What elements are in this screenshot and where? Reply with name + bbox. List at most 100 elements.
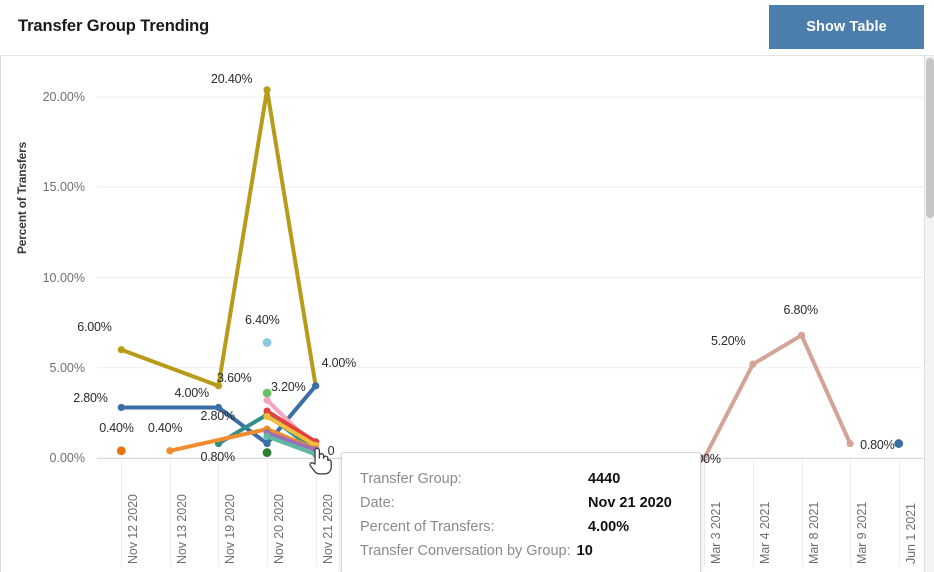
pointing-hand-cursor-icon — [309, 447, 332, 475]
x-axis-tick-label: Nov 12 2020 — [126, 494, 141, 564]
x-axis-tick-label: Mar 9 2021 — [855, 501, 870, 564]
data-label: 2.80% — [73, 391, 108, 406]
data-label: 4.00% — [174, 385, 209, 400]
x-axis-tick: Nov 13 2020 — [169, 460, 189, 570]
tooltip-key: Date: — [360, 495, 395, 511]
y-axis-ticks: 0.00% 5.00% 10.00% 15.00% 20.00% — [1, 70, 93, 465]
tooltip-value: 10 — [576, 543, 593, 559]
x-axis-tick-line — [267, 460, 269, 566]
series-line[interactable] — [265, 409, 318, 444]
x-axis-tick-label: Nov 20 2020 — [272, 494, 287, 564]
x-axis-tick-line — [121, 460, 123, 566]
tooltip-key: Percent of Transfers: — [360, 519, 495, 535]
y-axis-tick-label: 20.00% — [42, 90, 85, 105]
data-label: 3.20% — [271, 380, 306, 395]
x-axis-tick: Nov 19 2020 — [218, 460, 237, 570]
series-line[interactable] — [265, 414, 318, 448]
x-axis-tick-label: Nov 21 2020 — [320, 494, 335, 564]
series-point[interactable] — [166, 447, 174, 455]
x-axis-tick: Mar 8 2021 — [801, 460, 821, 570]
tooltip-row: Transfer Group: 4440 — [360, 467, 684, 491]
x-axis-tick-label: Mar 8 2021 — [806, 501, 821, 564]
y-axis-tick-label: 15.00% — [42, 180, 85, 195]
y-axis-tick-label: 10.00% — [42, 270, 85, 285]
show-table-button[interactable]: Show Table — [769, 5, 924, 49]
x-axis-tick-line — [169, 460, 171, 566]
x-axis-tick-line — [704, 460, 706, 566]
x-axis-tick: Jun 1 2021 — [898, 460, 918, 570]
x-axis-tick-line — [898, 460, 900, 566]
series-line[interactable] — [265, 434, 318, 457]
series-point[interactable] — [312, 382, 320, 390]
data-label: 0.80% — [860, 437, 895, 452]
series-point[interactable] — [263, 432, 271, 440]
x-axis-tick: Nov 21 2020 — [315, 460, 335, 570]
x-axis-tick: Mar 9 2021 — [850, 460, 869, 570]
x-axis-tick: Mar 3 2021 — [704, 460, 723, 570]
x-axis-tick: Mar 4 2021 — [752, 460, 772, 570]
y-axis-tick-label: 0.00% — [49, 451, 85, 465]
x-axis-tick: Nov 12 2020 — [121, 460, 140, 570]
page-title: Transfer Group Trending — [18, 17, 210, 35]
tooltip-key: Transfer Group: — [360, 471, 462, 487]
data-label: 6.40% — [245, 312, 280, 327]
series-point[interactable] — [263, 439, 271, 448]
series-point[interactable] — [797, 331, 806, 339]
data-label: 0.40% — [99, 420, 134, 435]
series-point[interactable] — [263, 86, 271, 94]
chart-tooltip: Transfer Group: 4440 Date: Nov 21 2020 P… — [341, 452, 701, 572]
series-line[interactable] — [702, 333, 853, 460]
series-point[interactable] — [263, 396, 271, 404]
chart-container: Percent of Transfers 0.00% 5.00% 10.00% 15.… — [0, 56, 934, 572]
series-point[interactable] — [749, 360, 757, 368]
series-point[interactable] — [262, 338, 272, 347]
chart-lines — [97, 86, 923, 462]
series-point[interactable] — [214, 403, 223, 412]
scrollbar-thumb[interactable] — [926, 58, 934, 218]
data-label: 3.60% — [217, 371, 252, 386]
data-label: 0.40% — [147, 420, 183, 435]
series-point[interactable] — [263, 412, 271, 421]
data-label: 20.40% — [211, 71, 253, 86]
tooltip-row: Date: Nov 21 2020 — [360, 491, 684, 515]
data-label: 0 — [327, 444, 335, 459]
x-axis-tick-label: Nov 19 2020 — [223, 494, 238, 564]
x-axis-tick-line — [752, 460, 754, 566]
data-label: 6.00% — [77, 319, 112, 334]
series-point[interactable] — [214, 382, 223, 390]
series-line[interactable] — [265, 430, 318, 452]
series-point[interactable] — [263, 407, 271, 415]
panel-header: Transfer Group Trending Show Table — [0, 0, 934, 56]
tooltip-value: 4.00% — [588, 519, 630, 535]
x-axis-tick-line — [218, 460, 220, 566]
series-point[interactable] — [117, 346, 125, 354]
data-label: 6.80% — [783, 303, 819, 318]
x-axis-tick: Nov 20 2020 — [267, 460, 286, 570]
x-axis-tick-line — [850, 460, 852, 566]
tooltip-row: Percent of Transfers: 4.00% — [360, 515, 684, 539]
y-axis-tick-label: 5.00% — [49, 360, 85, 375]
data-label: 4.00% — [321, 355, 357, 370]
series-line[interactable] — [119, 383, 318, 446]
series-point[interactable] — [117, 403, 125, 412]
x-axis-tick-label: Mar 3 2021 — [709, 501, 724, 564]
series-point[interactable] — [846, 439, 854, 448]
tooltip-value: Nov 21 2020 — [588, 495, 672, 511]
tooltip-row: Transfer Conversation by Group: 10 — [360, 539, 684, 563]
x-axis-tick-label: Jun 1 2021 — [903, 503, 918, 564]
series-point[interactable] — [116, 446, 126, 456]
x-axis-tick-label: Nov 13 2020 — [174, 494, 189, 564]
tooltip-value: 4440 — [588, 471, 621, 487]
data-label: 5.20% — [710, 334, 746, 349]
x-axis-tick-line — [315, 460, 317, 566]
tooltip-key: Transfer Conversation by Group: — [360, 543, 571, 559]
series-point[interactable] — [262, 448, 272, 457]
x-axis-tick-label: Mar 4 2021 — [757, 501, 772, 564]
series-line[interactable] — [119, 87, 318, 388]
vertical-scrollbar[interactable] — [924, 56, 934, 572]
series-point[interactable] — [894, 439, 904, 448]
data-label: 2.80% — [200, 409, 235, 424]
plot-area[interactable] — [97, 70, 923, 462]
series-point[interactable] — [262, 388, 272, 398]
